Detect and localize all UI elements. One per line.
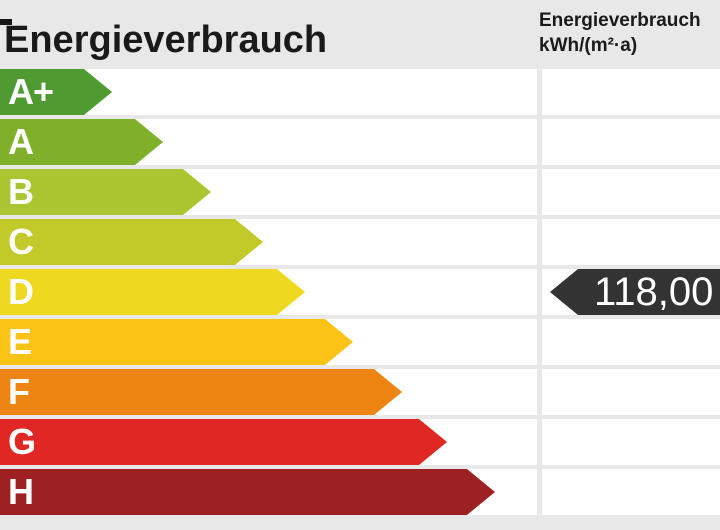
class-arrow: A+ [0,69,112,115]
value-cell [542,369,720,415]
value-badge: 118,00 [550,269,720,315]
scale-row: F [0,369,720,415]
class-arrow: E [0,319,353,365]
value-cell [542,419,720,465]
value-cell [542,119,720,165]
scale-row-track: D [0,269,537,315]
class-letter: E [8,321,32,362]
scale-row: E [0,319,720,365]
value-text: 118,00 [594,270,714,314]
scale-row-track: C [0,219,537,265]
class-arrow: A [0,119,163,165]
class-arrow: C [0,219,263,265]
scale-row-track: F [0,369,537,415]
class-arrow: H [0,469,495,515]
class-letter: F [8,371,29,412]
value-cell [542,169,720,215]
scale-row-track: E [0,319,537,365]
crop-artifact [0,19,12,25]
scale-row: A+ [0,69,720,115]
class-arrow: B [0,169,211,215]
value-cell [542,469,720,515]
class-letter: B [8,171,33,212]
unit-header-title: Energieverbrauch [539,10,701,31]
value-cell: 118,00 [542,269,720,315]
scale-row: C [0,219,720,265]
scale-row-track: A [0,119,537,165]
value-cell [542,69,720,115]
class-letter: A+ [8,71,54,112]
scale-row-track: H [0,469,537,515]
class-arrow: D [0,269,305,315]
class-letter: G [8,421,36,462]
scale-row: A [0,119,720,165]
class-letter: H [8,471,33,512]
scale-row: D 118,00 [0,269,720,315]
class-letter: C [8,221,33,262]
page-title: Energieverbrauch [4,19,328,61]
class-letter: D [8,271,33,312]
unit-header: Energieverbrauch kWh/(m²·a) [539,8,701,58]
class-arrow: G [0,419,447,465]
scale-row-track: B [0,169,537,215]
scale-row: G [0,419,720,465]
class-arrow: F [0,369,402,415]
value-cell [542,219,720,265]
scale-row-track: G [0,419,537,465]
scale-row: H [0,469,720,515]
unit-header-subtitle: kWh/(m²·a) [539,35,638,56]
scale-row-track: A+ [0,69,537,115]
class-letter: A [8,121,33,162]
scale-row: B [0,169,720,215]
value-cell [542,319,720,365]
